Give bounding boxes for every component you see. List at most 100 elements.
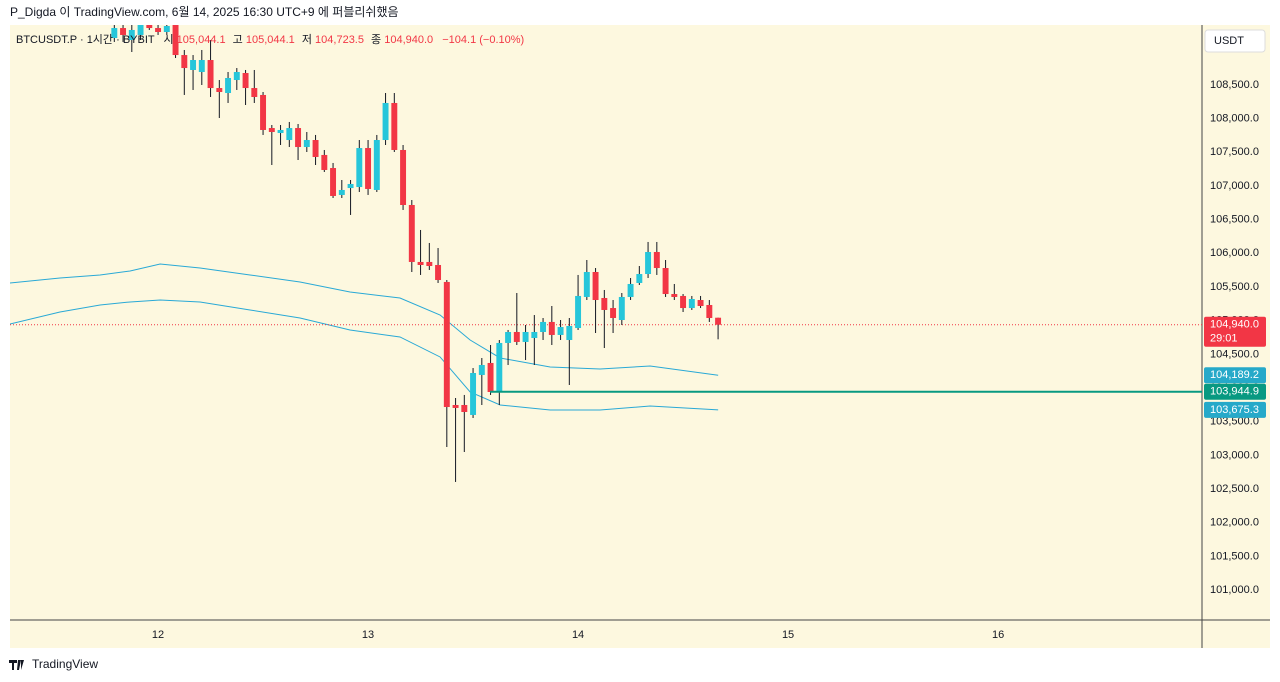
x-tick-label: 12: [152, 629, 164, 641]
candle-body: [356, 148, 363, 188]
candle-body: [697, 300, 704, 307]
price-label-box: [1204, 383, 1266, 400]
candle-body: [312, 140, 319, 157]
candle-body: [137, 25, 144, 35]
y-tick-label: 103,500.0: [1210, 416, 1259, 428]
footer-brand: TradingView: [32, 657, 98, 671]
footer-logo: TradingView: [9, 657, 98, 671]
y-tick-label: 107,000.0: [1210, 180, 1259, 192]
candle-body: [155, 28, 162, 33]
candle-body: [330, 168, 337, 196]
candle-body: [426, 261, 433, 267]
currency-box: [1204, 29, 1266, 53]
price-label-box: [1204, 316, 1266, 347]
candle-body: [688, 298, 695, 309]
candle-body: [181, 55, 188, 69]
candle-body: [286, 128, 293, 141]
candle-body: [365, 148, 372, 189]
candle-body: [557, 327, 564, 335]
candle-body: [260, 94, 267, 130]
candle-body: [513, 331, 520, 342]
legend-high: 105,044.1: [246, 34, 295, 46]
candle-body: [347, 183, 354, 189]
candle-body: [303, 140, 310, 148]
legend-symbol: BTCUSDT.P · 1시간 · BYBIT: [16, 33, 155, 46]
candle-body: [435, 264, 442, 281]
price-label: 103,944.9: [1210, 386, 1259, 398]
y-tick-label: 106,000.0: [1210, 247, 1259, 259]
candle-body: [645, 251, 652, 275]
x-tick-label: 13: [362, 629, 374, 641]
legend-high-label: 고: [233, 34, 243, 46]
candle-body: [566, 326, 573, 341]
band-line: [10, 263, 719, 376]
legend-close-label: 종: [371, 34, 381, 46]
countdown: 29:01: [1210, 333, 1238, 345]
legend-open-label: 시: [163, 34, 173, 46]
candle-body: [583, 271, 590, 297]
y-tick-label: 108,000.0: [1210, 113, 1259, 125]
candle-body: [417, 261, 424, 265]
legend-low: 104,723.5: [315, 34, 364, 46]
candle-body: [382, 102, 389, 141]
candle-body: [575, 295, 582, 329]
y-tick-label: 102,500.0: [1210, 483, 1259, 495]
publish-info: P_Digda 이 TradingView.com, 6월 14, 2025 1…: [10, 5, 399, 19]
legend-low-label: 저: [302, 33, 312, 46]
candle-body: [216, 88, 223, 93]
candle-body: [505, 331, 512, 343]
candle-body: [408, 204, 415, 262]
candle-body: [233, 72, 240, 81]
y-tick-label: 101,000.0: [1210, 584, 1259, 596]
candle-body: [277, 129, 284, 134]
candle-body: [225, 77, 232, 94]
candle-body: [470, 373, 477, 415]
y-tick-label: 108,500.0: [1210, 79, 1259, 91]
candle-body: [452, 404, 459, 408]
y-tick-label: 104,500.0: [1210, 348, 1259, 360]
currency: USDT: [1214, 35, 1244, 47]
candle-body: [531, 331, 538, 338]
candle-body: [146, 25, 153, 29]
candle-body: [120, 28, 127, 35]
band-line: [10, 299, 719, 411]
candle-body: [295, 128, 302, 148]
y-tick-label: 107,500.0: [1210, 146, 1259, 158]
candle-body: [190, 60, 197, 70]
candle-body: [373, 140, 380, 190]
candle-body: [540, 321, 547, 332]
legend-change: −104.1 (−0.10%): [442, 34, 524, 46]
candle-body: [207, 60, 214, 89]
candle-body: [671, 294, 678, 297]
candle-body: [522, 331, 529, 342]
y-tick-label: 101,500.0: [1210, 550, 1259, 562]
candle-body: [198, 60, 205, 73]
candle-body: [653, 251, 660, 269]
candle-body: [548, 321, 555, 335]
candle-body: [400, 149, 407, 205]
legend: BTCUSDT.P · 1시간 · BYBIT 시 105,044.1 고 10…: [16, 33, 524, 46]
candle-body: [636, 274, 643, 283]
candle-body: [706, 304, 713, 318]
candle-body: [443, 281, 450, 408]
chart-background: [10, 25, 1270, 648]
y-tick-label: 105,500.0: [1210, 281, 1259, 293]
candle-body: [242, 73, 249, 89]
candle-body: [461, 404, 468, 412]
price-label: 103,675.3: [1210, 404, 1259, 416]
candle-body: [680, 295, 687, 309]
x-tick-label: 15: [782, 629, 794, 641]
y-tick-label: 102,000.0: [1210, 517, 1259, 529]
axes: 101,000.0 101,500.0 102,000.0 102,500.0 103,…: [152, 79, 1266, 641]
candle-body: [251, 88, 258, 97]
candle-body: [268, 128, 275, 133]
candle-body: [715, 317, 722, 325]
candle-body: [610, 308, 617, 318]
price-label-box: [1204, 401, 1266, 418]
candle-body: [496, 342, 503, 392]
candle-body: [662, 268, 669, 295]
candle-body: [487, 362, 494, 392]
price-label: 104,940.0: [1210, 319, 1259, 331]
x-tick-label: 16: [992, 629, 1004, 641]
